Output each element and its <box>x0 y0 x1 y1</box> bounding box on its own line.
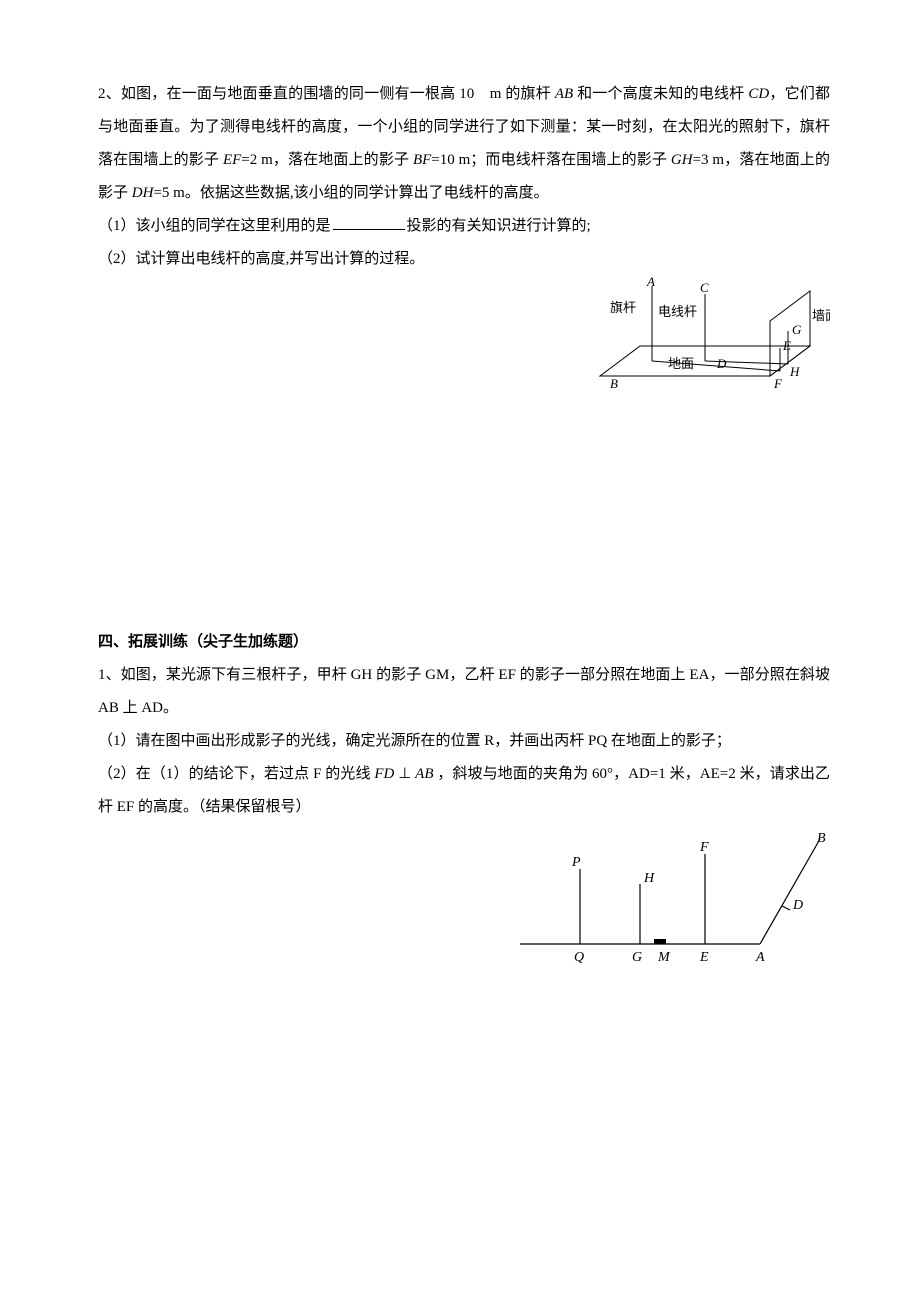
vertical-gap <box>98 396 830 626</box>
svg-text:F: F <box>699 840 709 855</box>
problem-2-q1: （1）该小组的同学在这里利用的是 投影的有关知识进行计算的; <box>98 210 830 243</box>
svg-text:Q: Q <box>574 950 584 965</box>
figure-2-wrap: Q G M E A P H F D B <box>98 824 830 974</box>
svg-text:地面: 地面 <box>668 356 694 371</box>
page: 2、如图，在一面与地面垂直的围墙的同一侧有一根高 10 m 的旗杆 AB 和一个… <box>0 0 920 1302</box>
svg-text:D: D <box>792 898 803 913</box>
svg-text:H: H <box>789 364 800 379</box>
svg-text:B: B <box>610 376 618 391</box>
svg-text:F: F <box>773 376 783 391</box>
svg-text:A: A <box>755 950 765 965</box>
ext-problem-1-intro: 1、如图，某光源下有三根杆子，甲杆 GH 的影子 GM，乙杆 EF 的影子一部分… <box>98 659 830 725</box>
svg-text:G: G <box>632 950 642 965</box>
problem-2-text: 2、如图，在一面与地面垂直的围墙的同一侧有一根高 10 m 的旗杆 AB 和一个… <box>98 78 830 210</box>
svg-text:A: A <box>646 276 655 289</box>
seg-fd: FD <box>374 766 394 782</box>
svg-text:M: M <box>657 950 671 965</box>
svg-text:D: D <box>716 356 727 371</box>
q2-prefix: （2）在（1）的结论下，若过点 F 的光线 <box>98 766 371 782</box>
svg-text:C: C <box>700 280 709 295</box>
svg-text:B: B <box>817 831 826 846</box>
svg-text:P: P <box>571 855 581 870</box>
svg-text:G: G <box>792 322 802 337</box>
ext-problem-1-q2: （2）在（1）的结论下，若过点 F 的光线 FD ⊥ AB ，斜坡与地面的夹角为… <box>98 758 830 824</box>
section-4-title: 四、拓展训练（尖子生加练题） <box>98 626 830 659</box>
figure-2: Q G M E A P H F D B <box>510 824 830 974</box>
perp-symbol: ⊥ <box>398 766 411 782</box>
svg-text:墙面: 墙面 <box>812 308 830 323</box>
q1-suffix: 投影的有关知识进行计算的; <box>407 218 591 234</box>
figure-1-wrap: A C B D F H G E 旗杆 电线杆 墙面 地面 <box>98 276 830 396</box>
q1-prefix: （1）该小组的同学在这里利用的是 <box>98 218 331 234</box>
problem-2-q2: （2）试计算出电线杆的高度,并写出计算的过程。 <box>98 243 830 276</box>
svg-text:旗杆: 旗杆 <box>610 300 636 315</box>
svg-text:E: E <box>782 338 791 353</box>
blank-fill[interactable] <box>333 214 405 230</box>
figure-1: A C B D F H G E 旗杆 电线杆 墙面 地面 <box>590 276 830 396</box>
svg-text:电线杆: 电线杆 <box>658 304 697 319</box>
svg-text:E: E <box>699 950 709 965</box>
seg-ab: AB <box>415 766 433 782</box>
ext-problem-1-q1: （1）请在图中画出形成影子的光线，确定光源所在的位置 R，并画出丙杆 PQ 在地… <box>98 725 830 758</box>
svg-text:H: H <box>643 871 655 886</box>
